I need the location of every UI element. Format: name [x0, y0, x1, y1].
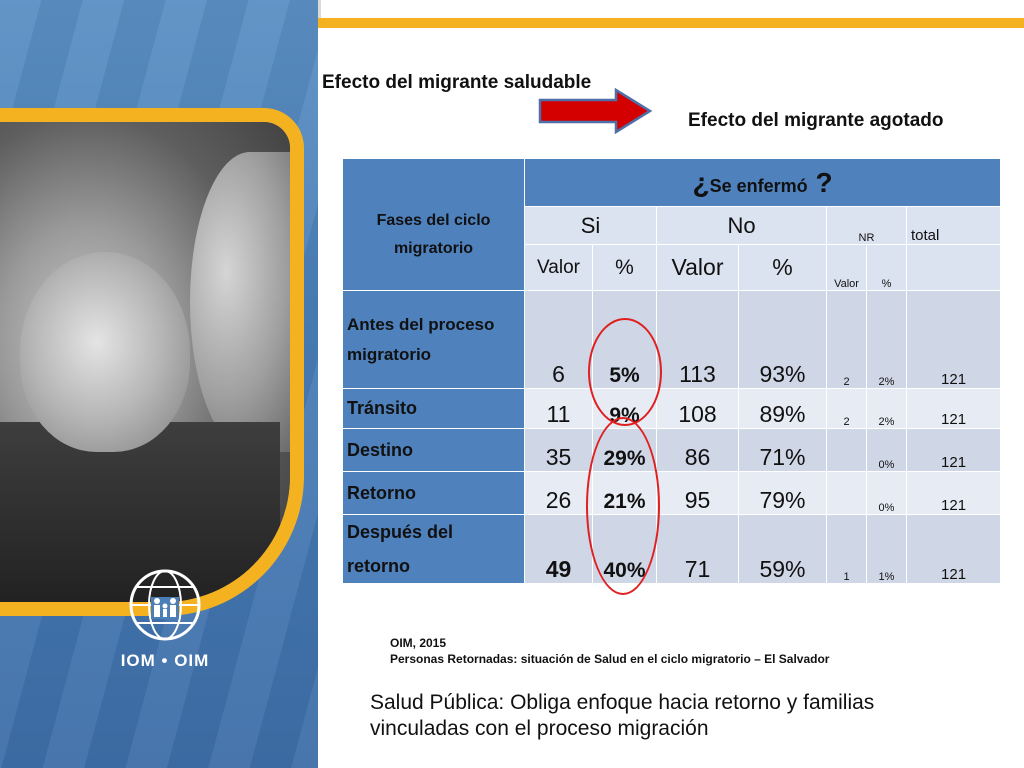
header-total: total [905, 206, 1002, 245]
cell-nr-valor [826, 428, 867, 472]
cell-no-pct: 79% [738, 471, 827, 515]
arrow-right-icon [538, 88, 653, 134]
cell-total: 121 [905, 290, 1002, 389]
question-text: Se enfermó [709, 175, 808, 196]
row-label-retorno: Retorno [342, 471, 525, 515]
photo-background [0, 122, 290, 602]
header-phases: Fases del ciclo migratorio [342, 158, 525, 291]
sub-nr-pct: % [866, 244, 907, 291]
cell-nr-valor [826, 471, 867, 515]
cell-no-valor: 86 [656, 428, 739, 472]
sub-si-pct: % [592, 244, 657, 291]
cell-nr-pct: 1% [866, 514, 907, 584]
cell-total: 121 [905, 388, 1002, 429]
sidebar-panel: IOM • OIM [0, 0, 318, 768]
row-label-transito: Tránsito [342, 388, 525, 429]
cell-total: 121 [905, 514, 1002, 584]
header-no: No [656, 206, 827, 245]
cell-no-pct: 59% [738, 514, 827, 584]
question-prefix: ¿ [692, 166, 710, 198]
cell-no-pct: 71% [738, 428, 827, 472]
source-title: Personas Retornadas: [390, 652, 521, 666]
cell-no-valor: 71 [656, 514, 739, 584]
cell-si-valor: 35 [524, 428, 593, 472]
cell-no-valor: 108 [656, 388, 739, 429]
source-citation: OIM, 2015 Personas Retornadas: situación… [390, 635, 829, 667]
row-label-antes: Antes del proceso migratorio [342, 290, 525, 389]
photo-child-face [20, 252, 190, 452]
cell-nr-pct: 2% [866, 290, 907, 389]
heading-exhausted-migrant: Efecto del migrante agotado [688, 110, 944, 131]
photo-shirt [0, 422, 280, 602]
header-si: Si [524, 206, 657, 245]
iom-logo: IOM • OIM [110, 565, 220, 671]
heading-healthy-migrant: Efecto del migrante saludable [322, 72, 592, 93]
globe-icon [129, 569, 201, 641]
row-label-despues: Después del retorno [342, 514, 525, 584]
cell-si-valor: 11 [524, 388, 593, 429]
top-accent-bar [318, 18, 1024, 28]
cell-nr-pct: 2% [866, 388, 907, 429]
cell-si-valor: 6 [524, 290, 593, 389]
cell-nr-pct: 0% [866, 471, 907, 515]
cell-nr-valor: 1 [826, 514, 867, 584]
photo-frame [0, 108, 304, 616]
cell-no-pct: 93% [738, 290, 827, 389]
header-nr: NR [826, 206, 907, 245]
cell-si-valor: 26 [524, 471, 593, 515]
header-question: ¿Se enfermó ? [523, 158, 1002, 207]
cell-nr-pct: 0% [866, 428, 907, 472]
sub-total-empty [905, 244, 1002, 291]
question-suffix: ? [807, 166, 833, 198]
conclusion-text: Salud Pública: Obliga enfoque hacia reto… [370, 691, 875, 740]
sub-no-valor: Valor [656, 244, 739, 291]
source-line1: OIM, 2015 [390, 636, 447, 650]
cell-total: 121 [905, 471, 1002, 515]
source-subtitle: situación de Salud en el ciclo migratori… [520, 652, 830, 666]
highlight-circle [586, 417, 660, 595]
highlight-circle [588, 318, 662, 426]
source-line2: Personas Retornadas: situación de Salud … [390, 651, 829, 667]
cell-no-pct: 89% [738, 388, 827, 429]
cell-nr-valor: 2 [826, 290, 867, 389]
sub-nr-valor: Valor [826, 244, 867, 291]
data-table: Fases del ciclo migratorio ¿Se enfermó ?… [342, 158, 1002, 584]
sub-si-valor: Valor [524, 244, 593, 291]
logo-label: IOM • OIM [120, 651, 210, 670]
cell-no-valor: 95 [656, 471, 739, 515]
photo-adult [190, 152, 290, 452]
cell-no-valor: 113 [656, 290, 739, 389]
cell-si-valor: 49 [524, 514, 593, 584]
top-divider [318, 0, 321, 28]
sub-no-pct: % [738, 244, 827, 291]
cell-nr-valor: 2 [826, 388, 867, 429]
cell-total: 121 [905, 428, 1002, 472]
row-label-destino: Destino [342, 428, 525, 472]
